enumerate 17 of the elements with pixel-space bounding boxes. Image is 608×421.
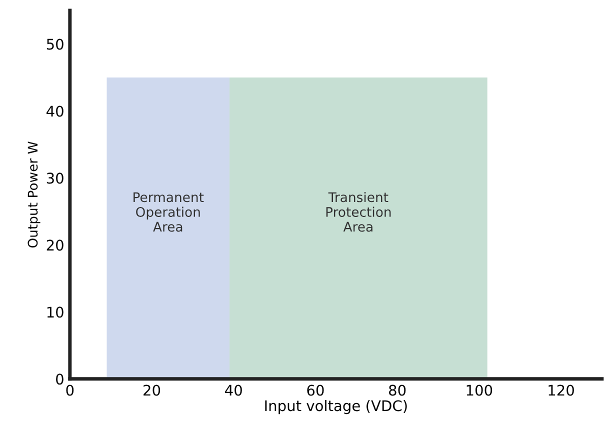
y-tick-label: 0 <box>56 374 64 385</box>
x-tick-label: 80 <box>389 384 406 396</box>
series-label: Permanent Operation Area <box>134 192 204 232</box>
x-tick-label: 120 <box>548 384 574 396</box>
x-axis-title: Input voltage (VDC) <box>265 400 407 414</box>
y-tick-label: 20 <box>46 240 64 251</box>
y-tick-label: 40 <box>46 106 64 117</box>
x-tick-label: 40 <box>225 384 242 396</box>
y-axis-title: Output Power W <box>28 142 40 248</box>
x-tick-label: 100 <box>466 384 492 396</box>
x-tick-label: 60 <box>307 384 324 396</box>
x-tick-label: 20 <box>144 384 160 396</box>
y-tick-label: 10 <box>47 306 64 318</box>
series-label: Transient Protection Area <box>326 192 391 232</box>
y-tick-label: 30 <box>46 172 64 184</box>
x-tick-label: 0 <box>66 384 74 396</box>
y-tick-label: 50 <box>46 38 64 50</box>
